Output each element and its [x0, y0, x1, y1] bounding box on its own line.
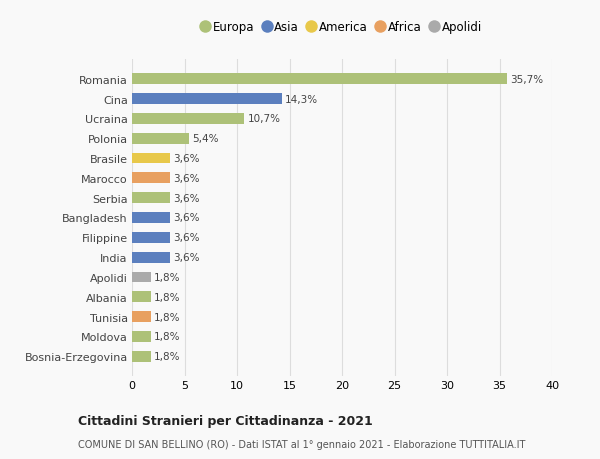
- Text: 3,6%: 3,6%: [173, 233, 199, 243]
- Text: Cittadini Stranieri per Cittadinanza - 2021: Cittadini Stranieri per Cittadinanza - 2…: [78, 414, 373, 428]
- Bar: [132, 213, 170, 224]
- Bar: [132, 331, 151, 342]
- Text: 3,6%: 3,6%: [173, 154, 199, 164]
- Text: 10,7%: 10,7%: [248, 114, 281, 124]
- Bar: [132, 114, 244, 124]
- Text: 35,7%: 35,7%: [510, 74, 543, 84]
- Text: 5,4%: 5,4%: [192, 134, 218, 144]
- Bar: [132, 351, 151, 362]
- Text: 3,6%: 3,6%: [173, 213, 199, 223]
- Text: 1,8%: 1,8%: [154, 312, 181, 322]
- Bar: [132, 153, 170, 164]
- Bar: [132, 252, 170, 263]
- Text: 1,8%: 1,8%: [154, 272, 181, 282]
- Text: 3,6%: 3,6%: [173, 174, 199, 184]
- Bar: [132, 312, 151, 322]
- Text: COMUNE DI SAN BELLINO (RO) - Dati ISTAT al 1° gennaio 2021 - Elaborazione TUTTIT: COMUNE DI SAN BELLINO (RO) - Dati ISTAT …: [78, 440, 526, 449]
- Bar: [132, 134, 188, 144]
- Bar: [132, 292, 151, 302]
- Text: 1,8%: 1,8%: [154, 292, 181, 302]
- Text: 3,6%: 3,6%: [173, 193, 199, 203]
- Bar: [132, 232, 170, 243]
- Bar: [132, 94, 282, 105]
- Text: 1,8%: 1,8%: [154, 332, 181, 342]
- Text: 14,3%: 14,3%: [286, 94, 319, 104]
- Text: 1,8%: 1,8%: [154, 352, 181, 362]
- Text: 3,6%: 3,6%: [173, 252, 199, 263]
- Bar: [132, 74, 507, 85]
- Bar: [132, 193, 170, 204]
- Bar: [132, 272, 151, 283]
- Legend: Europa, Asia, America, Africa, Apolidi: Europa, Asia, America, Africa, Apolidi: [202, 21, 482, 34]
- Bar: [132, 173, 170, 184]
